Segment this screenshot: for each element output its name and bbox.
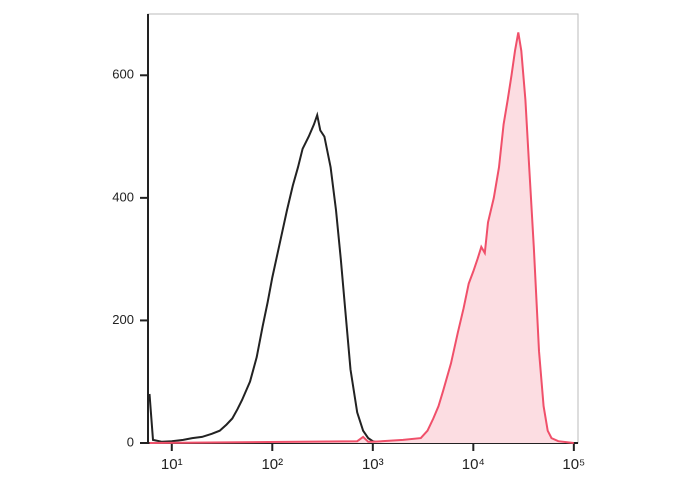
x-tick-label: 10⁴ [462,456,485,473]
x-tick-label: 10³ [362,456,384,473]
histogram-line [149,32,574,444]
y-tick-label: 200 [112,312,134,327]
y-tick-label: 0 [127,434,134,449]
x-tick-label: 10¹ [161,456,183,473]
y-tick-label: 400 [112,189,134,204]
x-tick-label: 10² [261,456,283,473]
y-tick-label: 600 [112,67,134,82]
histogram-line [148,111,382,444]
histogram-area [149,32,574,444]
x-tick-label: 10⁵ [562,456,585,473]
